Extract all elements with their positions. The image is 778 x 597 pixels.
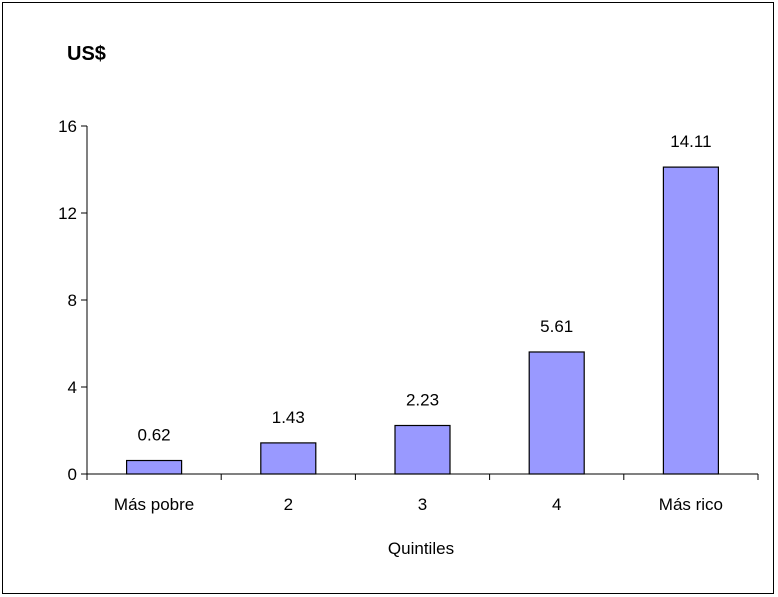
x-tick-label: 2 xyxy=(284,495,293,514)
y-tick-label: 8 xyxy=(68,291,77,310)
x-tick-label: 3 xyxy=(418,495,427,514)
y-tick-label: 4 xyxy=(68,378,77,397)
bar xyxy=(394,424,451,475)
y-tick-label: 16 xyxy=(58,117,77,136)
x-tick-label: Más rico xyxy=(659,495,723,514)
data-label: 5.61 xyxy=(540,317,573,336)
y-tick-label: 12 xyxy=(58,204,77,223)
data-label: 1.43 xyxy=(272,408,305,427)
bars: 0.62 1.43 2.23 5.61 14.11 xyxy=(125,132,720,475)
unit-label: US$ xyxy=(67,43,106,65)
data-label: 2.23 xyxy=(406,390,439,409)
axes: 0 4 8 12 16 Más pobre 2 3 4 Más rico xyxy=(58,117,759,514)
bar xyxy=(528,351,585,475)
data-label: 0.62 xyxy=(138,426,171,445)
bar xyxy=(260,442,317,475)
x-tick-label: Más pobre xyxy=(114,495,194,514)
x-axis-title: Quintiles xyxy=(388,539,454,558)
bar xyxy=(662,166,720,475)
x-tick-label: 4 xyxy=(552,495,561,514)
bar xyxy=(125,459,183,475)
data-label: 14.11 xyxy=(670,132,711,151)
y-tick-label: 0 xyxy=(68,465,77,484)
